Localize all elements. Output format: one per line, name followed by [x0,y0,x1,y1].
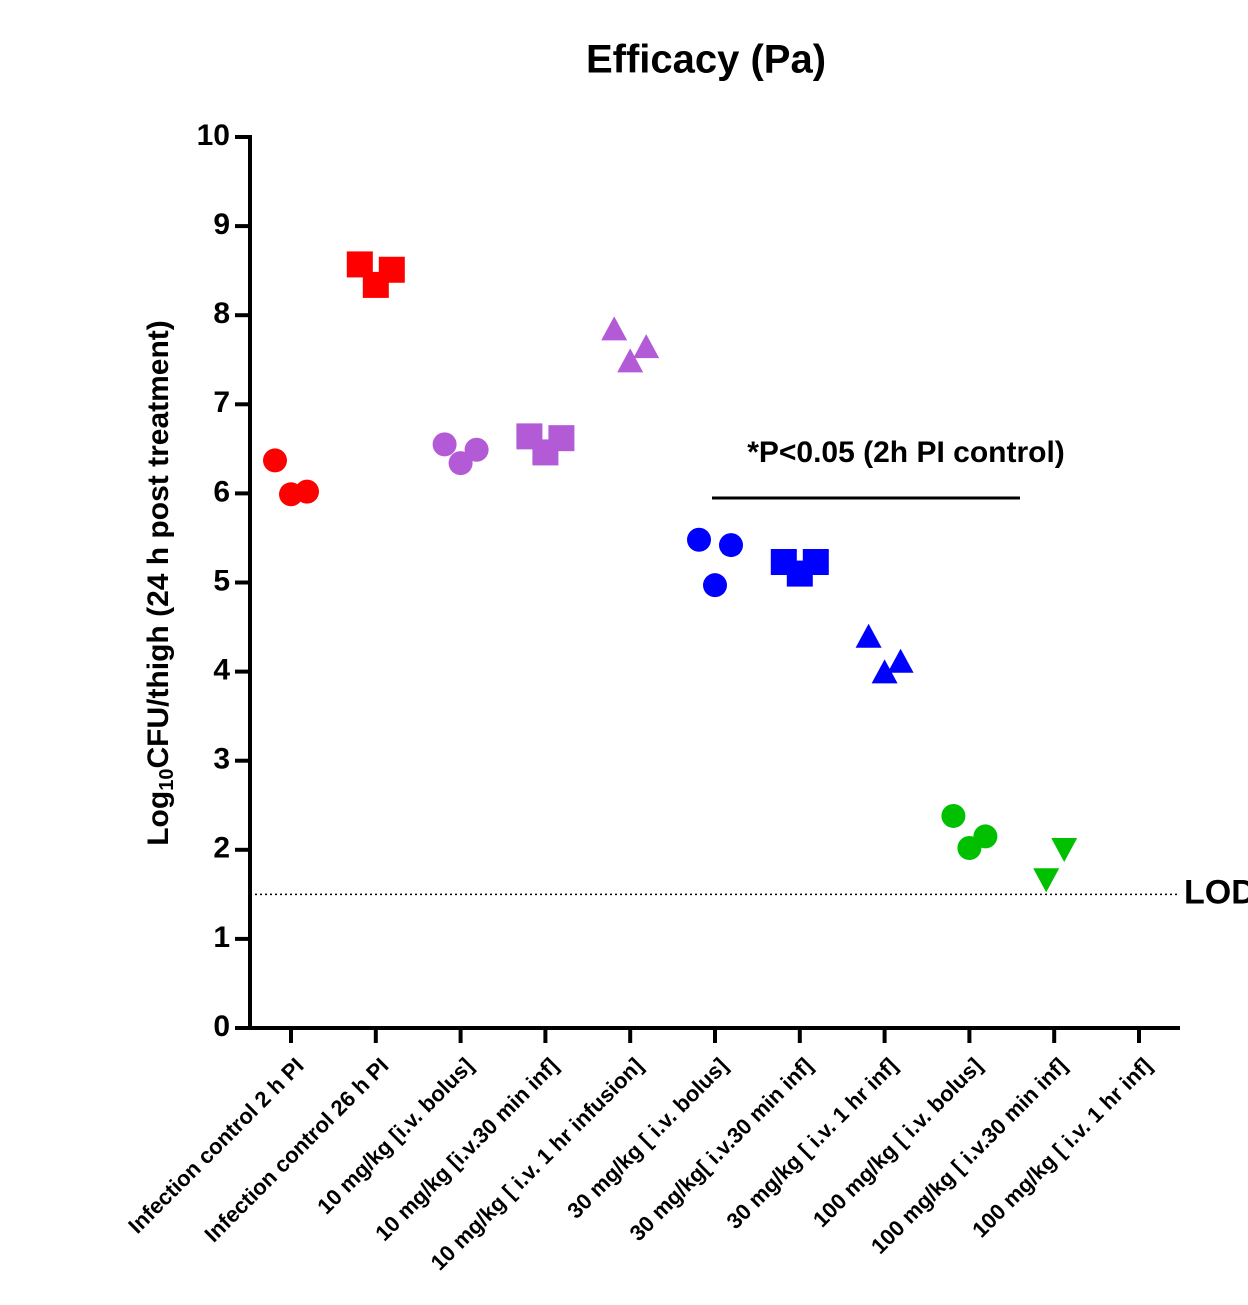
chart-title: Efficacy (Pa) [586,38,826,82]
y-tick-label: 4 [213,654,230,687]
y-tick-label: 9 [213,208,230,241]
y-label-base: Log [142,791,175,846]
x-tick-label: 30 mg/kg [ i.v. bolus] [562,1053,732,1223]
data-point [263,448,287,473]
y-tick-label: 8 [213,297,230,330]
data-point [601,316,628,341]
y-tick-label: 10 [197,119,230,152]
data-point [295,479,319,504]
data-point [1033,868,1060,893]
data-point [617,348,644,373]
y-tick-label: 0 [213,1010,230,1043]
data-point [871,659,898,684]
y-label-sub: 10 [156,769,178,791]
y-label-rest: CFU/thigh (24 h post treatment) [142,320,175,768]
y-tick-label: 1 [213,921,230,954]
y-tick-label: 3 [213,743,230,776]
data-point [1051,838,1078,863]
data-point [941,803,966,828]
lod-label: LOD [1184,873,1248,911]
y-tick-label: 6 [213,475,230,508]
x-tick-label: 100 mg/kg [ i.v. 1 hr inf] [967,1053,1156,1242]
data-point [719,533,743,558]
data-point [432,432,457,457]
x-tick-label: 30 mg/kg [ i.v. 1 hr inf] [721,1053,902,1234]
x-tick-label: 10 mg/kg [i.v. bolus] [312,1053,478,1219]
data-point [887,648,914,673]
data-point [703,573,727,598]
data-point [464,437,489,462]
y-tick-label: 5 [213,564,230,597]
y-tick-label: 7 [213,386,230,419]
x-tick-label: 100 mg/kg [ i.v. bolus] [808,1053,987,1232]
x-tick-label: Infection control 2 h PI [123,1053,308,1238]
data-point [378,256,405,283]
y-axis-label: Log10CFU/thigh (24 h post treatment) [142,320,178,846]
data-point [855,623,882,648]
data-point [973,824,998,849]
data-point [687,527,711,552]
y-tick-label: 2 [213,832,230,865]
data-point [448,451,473,476]
data-point [633,334,660,359]
data-point [802,549,829,576]
significance-label: *P<0.05 (2h PI control) [747,436,1065,469]
data-point [548,425,575,452]
